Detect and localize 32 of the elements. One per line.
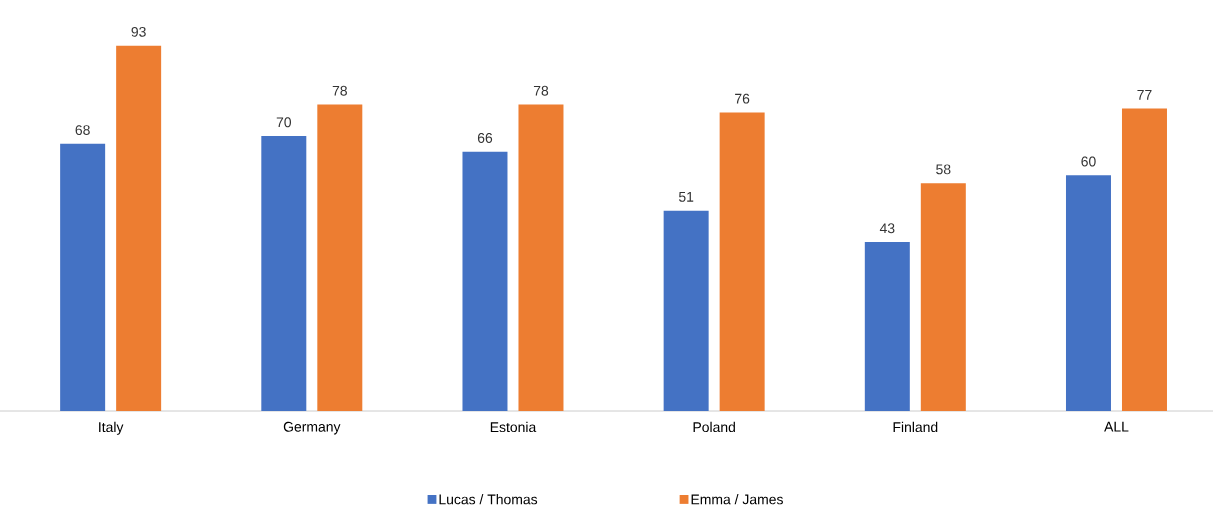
legend-label: Emma / James	[691, 494, 783, 505]
data-label: 76	[735, 93, 750, 104]
bar	[116, 45, 162, 411]
legend-label: Lucas / Thomas	[439, 494, 538, 505]
data-label: 78	[533, 85, 549, 96]
bar	[920, 183, 966, 411]
x-tick-label: Poland	[693, 421, 735, 433]
x-tick-label: Germany	[283, 421, 341, 435]
data-label: 77	[1137, 90, 1152, 100]
bar	[518, 104, 564, 411]
data-label: 58	[936, 164, 951, 175]
data-label: 93	[131, 26, 146, 37]
x-tick-label: ALL	[1104, 421, 1129, 432]
bar	[462, 151, 508, 411]
bar	[1065, 175, 1111, 411]
data-label: 66	[477, 132, 493, 143]
data-label: 43	[879, 223, 895, 234]
bar	[663, 210, 709, 411]
x-tick-label: Italy	[99, 421, 124, 435]
bar	[864, 242, 910, 411]
x-tick-label: Finland	[893, 421, 938, 433]
x-tick-label: Estonia	[490, 421, 537, 433]
bar	[261, 136, 307, 411]
data-label: 78	[332, 85, 347, 96]
data-label: 70	[276, 117, 292, 128]
bar	[719, 112, 765, 411]
data-label: 51	[678, 192, 694, 202]
bar	[1121, 108, 1167, 411]
bar	[317, 104, 363, 411]
bar	[60, 143, 106, 411]
data-label: 68	[75, 125, 90, 136]
data-label: 60	[1081, 156, 1096, 167]
